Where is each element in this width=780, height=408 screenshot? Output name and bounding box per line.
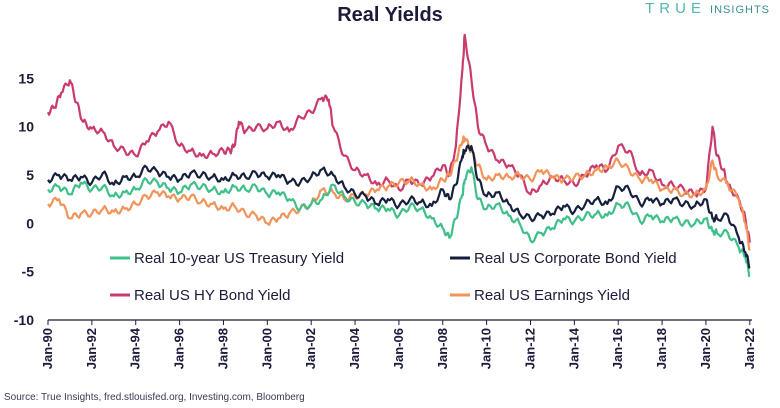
x-tick-label: Jan-12 [522, 328, 537, 369]
series-line [47, 166, 751, 278]
x-tick-label: Jan-08 [435, 328, 450, 369]
x-tick-label: Jan-10 [479, 328, 494, 369]
x-tick-label: Jan-92 [84, 328, 99, 369]
y-tick-label: 0 [26, 215, 34, 231]
brand-prefix: TRUE [645, 0, 706, 17]
brand-suffix: INSIGHTS [710, 4, 770, 16]
x-axis: Jan-90 Jan-92 Jan-94 Jan-96 Jan-98 Jan-00 Jan-… [40, 319, 757, 369]
x-tick-label: Jan-18 [654, 328, 669, 369]
x-tick-label: Jan-00 [259, 328, 274, 369]
x-tick-label: Jan-06 [391, 328, 406, 369]
y-axis: 15 10 5 0 -5 -10 [14, 70, 34, 328]
y-tick-label: 15 [18, 70, 34, 86]
y-tick-label: -10 [14, 312, 34, 328]
legend-label: Real 10-year US Treasury Yield [134, 250, 344, 267]
series-line [47, 135, 751, 251]
x-tick-label: Jan-96 [172, 328, 187, 369]
legend: Real 10-year US Treasury Yield Real US Co… [110, 250, 677, 304]
y-tick-label: 10 [18, 119, 34, 135]
y-tick-label: 5 [26, 167, 34, 183]
y-tick-label: -5 [22, 264, 35, 280]
chart-title: Real Yields [337, 4, 443, 26]
legend-label: Real US Earnings Yield [474, 287, 630, 304]
series-line [46, 33, 751, 243]
x-tick-label: Jan-02 [303, 328, 318, 369]
legend-label: Real US HY Bond Yield [134, 287, 290, 304]
x-tick-label: Jan-04 [347, 327, 362, 369]
x-tick-label: Jan-14 [566, 327, 581, 369]
x-tick-label: Jan-94 [128, 327, 143, 369]
series-line [47, 144, 751, 269]
brand-logo: TRUE INSIGHTS [645, 0, 770, 17]
legend-label: Real US Corporate Bond Yield [474, 250, 677, 267]
x-tick-label: Jan-22 [742, 328, 757, 369]
source-note: Source: True Insights, fred.stlouisfed.o… [4, 392, 305, 403]
series-lines [46, 33, 751, 278]
x-tick-label: Jan-16 [610, 328, 625, 369]
x-tick-label: Jan-98 [215, 328, 230, 369]
x-tick-label: Jan-90 [40, 328, 55, 369]
x-tick-label: Jan-20 [698, 328, 713, 369]
